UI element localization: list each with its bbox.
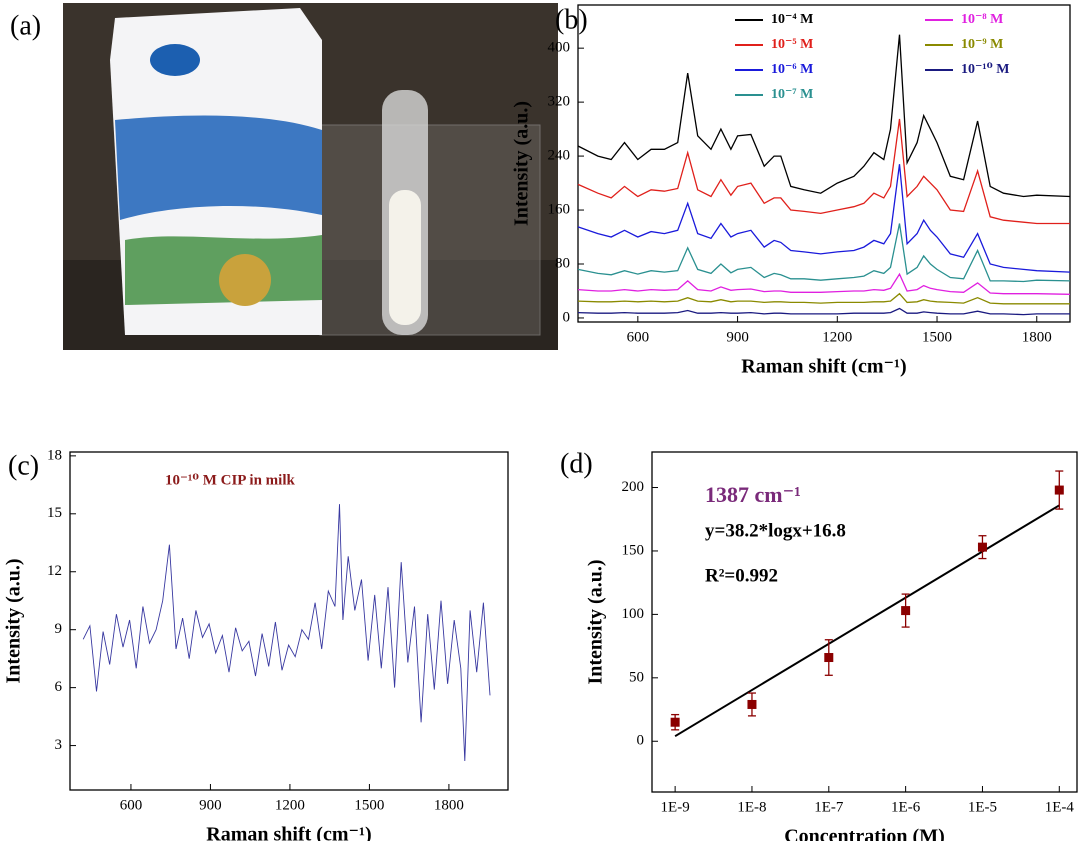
y-tick-label: 0 [637,733,645,749]
fit-line [674,504,1060,738]
y-tick-label: 0 [563,309,571,325]
data-point [670,717,680,727]
annotation: 10⁻¹⁰ M CIP in milk [165,472,295,488]
y-tick-label: 9 [55,621,63,637]
spectrum-line [577,164,1071,273]
data-point [1054,485,1064,495]
data-point [824,653,834,663]
x-tick-label: 600 [627,329,650,345]
legend-label: 10⁻⁸ M [961,12,1003,27]
legend-label: 10⁻⁴ M [771,12,813,27]
panel-label: (a) [10,10,41,41]
spectrum-line [577,118,1070,225]
y-tick-label: 240 [548,148,571,164]
y-tick-label: 18 [47,447,62,463]
x-axis-title: Raman shift (cm⁻¹) [206,824,371,841]
plot-frame [651,451,1078,793]
y-tick-label: 50 [629,669,644,685]
x-tick-label: 1E-6 [891,799,921,815]
y-tick-label: 200 [622,479,645,495]
plot-frame [577,4,1071,323]
legend-label: 10⁻¹⁰ M [961,62,1009,77]
panel-label: (b) [555,4,588,35]
y-tick-label: 6 [55,679,63,695]
spectrum-line [82,504,491,762]
y-tick-label: 100 [622,606,645,622]
panel-label: (d) [560,448,593,479]
annotation: 1387 cm⁻¹ [705,482,801,507]
photo [63,3,558,350]
x-tick-label: 1500 [922,329,952,345]
spectrum-line [577,223,1071,283]
legend-label: 10⁻⁷ M [771,87,813,102]
y-tick-label: 150 [622,542,645,558]
legend-label: 10⁻⁵ M [771,37,813,52]
tube-rack [319,124,541,336]
x-axis-title: Raman shift (cm⁻¹) [741,356,906,378]
x-tick-label: 900 [726,329,749,345]
y-axis-title: Intensity (a.u.) [511,101,533,226]
annotation: R²=0.992 [705,565,778,586]
x-tick-label: 1E-4 [1045,799,1075,815]
x-tick-label: 1E-7 [814,799,844,815]
y-tick-label: 160 [548,201,571,217]
badge [219,254,271,306]
y-tick-label: 15 [47,505,62,521]
y-axis-title: Intensity (a.u.) [3,558,25,683]
legend-label: 10⁻⁶ M [771,62,813,77]
logo [150,44,200,76]
spectrum-line [577,292,1070,305]
spectrum-line [577,34,1071,198]
x-tick-label: 1E-5 [968,799,997,815]
x-tick-label: 1800 [1022,329,1052,345]
data-point [901,606,911,616]
y-tick-label: 12 [47,563,62,579]
legend-label: 10⁻⁹ M [961,37,1003,52]
y-tick-label: 320 [548,94,571,110]
x-axis-title: Concentration (M) [784,826,945,841]
x-tick-label: 600 [120,797,143,813]
x-tick-label: 900 [199,797,222,813]
data-point [977,542,987,552]
y-axis-title: Intensity (a.u.) [585,559,607,684]
x-tick-label: 1E-8 [737,799,766,815]
y-tick-label: 3 [55,737,63,753]
x-tick-label: 1800 [434,797,464,813]
annotation: y=38.2*logx+16.8 [705,520,846,541]
x-tick-label: 1200 [822,329,852,345]
y-tick-label: 80 [555,255,570,271]
milk-box-band [115,115,322,220]
plot-frame [69,451,509,791]
y-tick-label: 400 [548,40,571,56]
data-point [747,699,757,709]
panel-label: (c) [8,450,39,481]
spectrum-line [577,307,1070,316]
milk-sample [389,190,421,325]
x-tick-label: 1E-9 [661,799,690,815]
x-tick-label: 1200 [275,797,305,813]
x-tick-label: 1500 [354,797,384,813]
spectrum-line [577,272,1071,295]
